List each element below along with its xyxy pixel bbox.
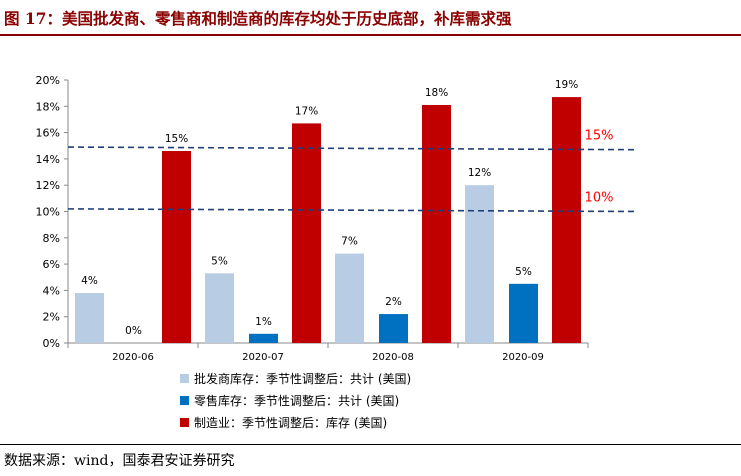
- x-tick-label: 2020-09: [502, 352, 544, 363]
- y-tick-label: 20%: [36, 74, 60, 87]
- bar-data-label: 0%: [125, 325, 142, 337]
- bar: [205, 273, 234, 343]
- bar-data-label: 7%: [341, 236, 358, 248]
- bar-data-label: 4%: [81, 275, 98, 287]
- y-tick-label: 4%: [43, 284, 60, 297]
- bar: [465, 185, 494, 343]
- x-tick-label: 2020-07: [242, 352, 284, 363]
- legend-label: 批发商库存：季节性调整后：共计 (美国): [194, 371, 411, 386]
- reference-line: [67, 146, 639, 151]
- bar: [552, 97, 581, 343]
- y-tick-label: 6%: [43, 258, 60, 271]
- bar: [249, 333, 278, 343]
- y-axis: 0% 2% 4% 6% 8% 10% 12% 14% 16% 18% 20%: [36, 74, 69, 350]
- footer-divider: [0, 444, 741, 445]
- y-tick-label: 16%: [36, 127, 60, 140]
- y-tick-label: 18%: [36, 100, 60, 113]
- reference-line: [67, 208, 639, 213]
- y-tick-label: 2%: [43, 311, 60, 324]
- bar-data-label: 2%: [385, 296, 402, 308]
- y-tick-label: 0%: [43, 337, 60, 350]
- bar-data-label: 19%: [555, 79, 578, 91]
- title-divider: [0, 34, 741, 36]
- bar-data-label: 17%: [295, 105, 318, 117]
- reference-lines: 15% 10%: [67, 129, 639, 213]
- bar-data-label: 5%: [211, 255, 228, 267]
- legend-swatch: [180, 418, 189, 427]
- reference-line-label: 15%: [585, 129, 614, 144]
- y-tick-label: 10%: [36, 206, 60, 219]
- y-tick-label: 14%: [36, 153, 60, 166]
- x-tick-label: 2020-08: [372, 352, 414, 363]
- bar: [75, 293, 104, 343]
- bar: [335, 253, 364, 343]
- inventory-bar-chart: 0%2%4%6%8%10%12%14%16%18%20% 2020-06 2020…: [36, 74, 639, 430]
- bar: [292, 123, 321, 344]
- legend-label: 制造业：季节性调整后：库存 (美国): [194, 415, 387, 430]
- bar-data-label: 15%: [165, 133, 188, 145]
- figure-title: 图 17：美国批发商、零售商和制造商的库存均处于历史底部，补库需求强: [4, 9, 512, 28]
- y-tick-label: 12%: [36, 179, 60, 192]
- reference-line-label: 10%: [585, 191, 614, 206]
- x-tick-label: 2020-06: [112, 352, 154, 363]
- bar: [162, 151, 191, 343]
- bar-series: 4% 5% 7% 12% 0% 1% 2% 5% 15% 17% 18% 19%: [75, 79, 581, 344]
- bar: [422, 104, 451, 343]
- legend-label: 零售库存：季节性调整后：共计 (美国): [194, 393, 399, 408]
- bar-data-label: 5%: [515, 266, 532, 278]
- legend-swatch: [180, 374, 189, 383]
- bar: [509, 283, 538, 343]
- bar-data-label: 12%: [468, 167, 491, 179]
- bar: [379, 314, 408, 343]
- legend-swatch: [180, 396, 189, 405]
- source-note: 数据来源：wind，国泰君安证券研究: [4, 453, 235, 469]
- y-tick-label: 8%: [43, 232, 60, 245]
- legend: 批发商库存：季节性调整后：共计 (美国) 零售库存：季节性调整后：共计 (美国) 制…: [180, 371, 411, 430]
- bar-data-label: 18%: [425, 87, 448, 99]
- bar-data-label: 1%: [255, 316, 272, 328]
- x-axis: 2020-06 2020-07 2020-08 2020-09: [67, 342, 589, 363]
